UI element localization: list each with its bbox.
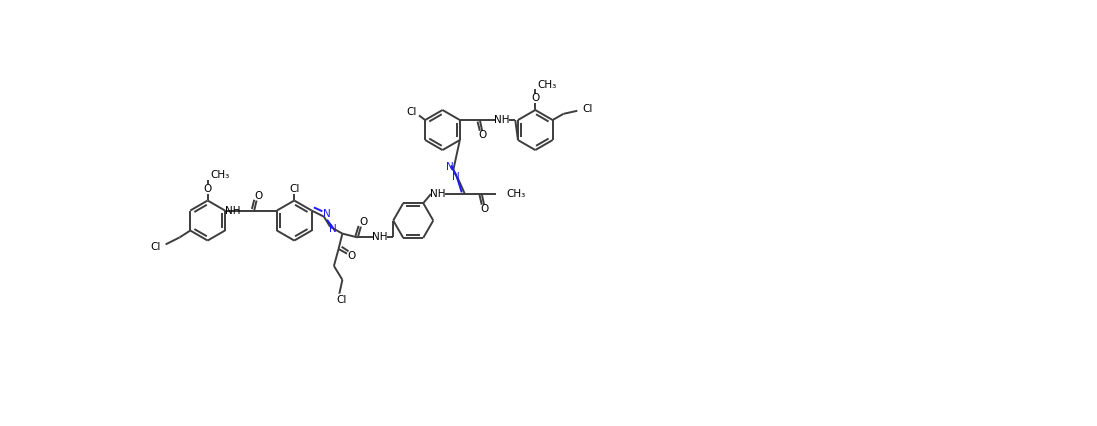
Text: N: N [445, 162, 453, 172]
Text: NH: NH [372, 233, 388, 242]
Text: N: N [324, 209, 331, 219]
Text: O: O [480, 204, 489, 214]
Text: CH₃: CH₃ [507, 189, 525, 199]
Text: Cl: Cl [406, 107, 417, 117]
Text: N: N [452, 172, 460, 182]
Text: Cl: Cl [337, 295, 347, 305]
Text: Cl: Cl [150, 242, 161, 253]
Text: NH: NH [225, 205, 240, 216]
Text: O: O [359, 217, 367, 227]
Text: O: O [478, 130, 487, 141]
Text: CH₃: CH₃ [210, 170, 229, 180]
Text: O: O [348, 251, 355, 261]
Text: O: O [204, 184, 212, 194]
Text: Cl: Cl [290, 184, 299, 194]
Text: NH: NH [430, 189, 445, 199]
Text: O: O [253, 191, 262, 201]
Text: Cl: Cl [583, 104, 593, 114]
Text: NH: NH [495, 115, 510, 125]
Text: CH₃: CH₃ [538, 80, 557, 89]
Text: N: N [329, 224, 337, 234]
Text: O: O [531, 93, 540, 104]
